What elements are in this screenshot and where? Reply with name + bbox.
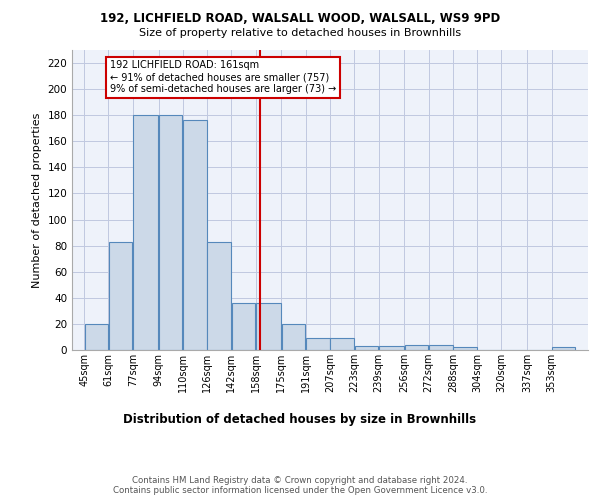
Bar [331,338,354,350]
Bar [208,242,231,350]
Bar [159,115,182,350]
Bar [454,348,477,350]
Text: Size of property relative to detached houses in Brownhills: Size of property relative to detached ho… [139,28,461,38]
Bar [183,120,206,350]
Bar [306,338,329,350]
Bar [282,324,305,350]
Text: 192 LICHFIELD ROAD: 161sqm
← 91% of detached houses are smaller (757)
9% of semi: 192 LICHFIELD ROAD: 161sqm ← 91% of deta… [110,60,336,94]
Bar [109,242,133,350]
Bar [256,303,281,350]
Bar [405,345,428,350]
Bar [232,303,255,350]
Bar [429,345,452,350]
Bar [379,346,404,350]
Bar [133,115,158,350]
Bar [355,346,378,350]
Text: 192, LICHFIELD ROAD, WALSALL WOOD, WALSALL, WS9 9PD: 192, LICHFIELD ROAD, WALSALL WOOD, WALSA… [100,12,500,26]
Bar [85,324,108,350]
Text: Contains HM Land Registry data © Crown copyright and database right 2024.
Contai: Contains HM Land Registry data © Crown c… [113,476,487,495]
Bar [552,348,575,350]
Text: Distribution of detached houses by size in Brownhills: Distribution of detached houses by size … [124,412,476,426]
Y-axis label: Number of detached properties: Number of detached properties [32,112,42,288]
